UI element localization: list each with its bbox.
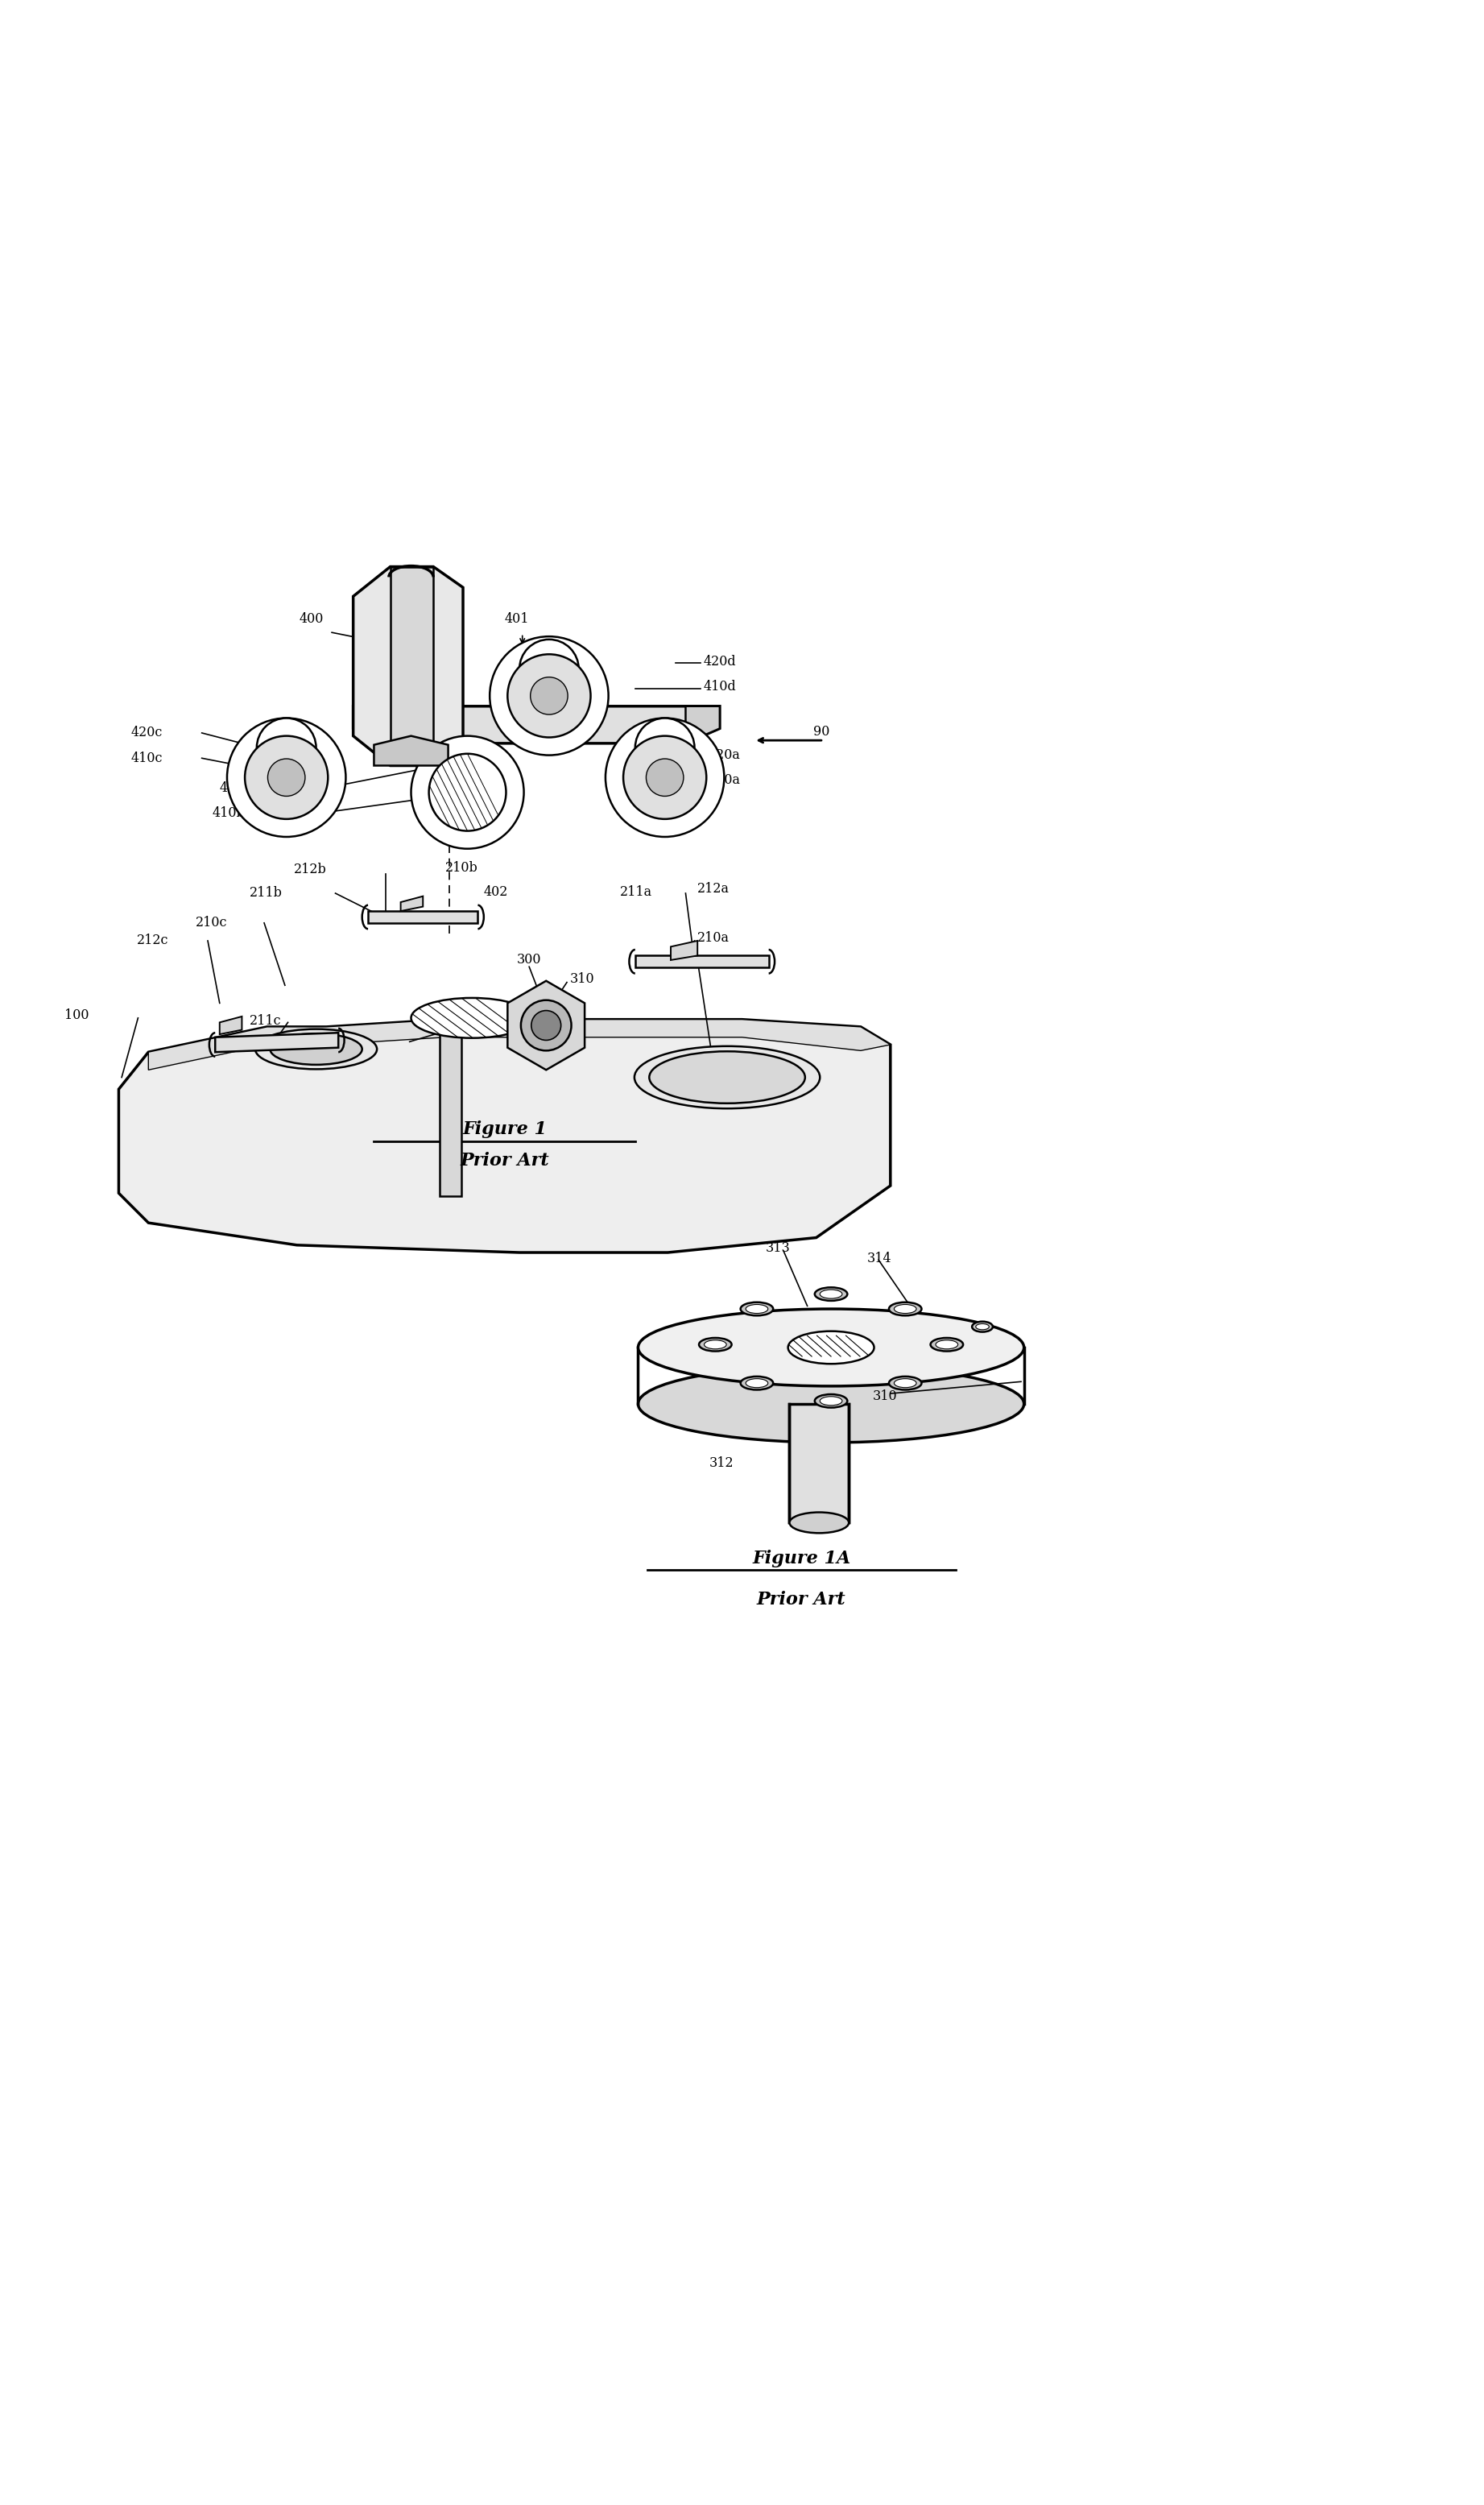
Circle shape xyxy=(519,639,579,699)
Polygon shape xyxy=(220,1017,242,1035)
Circle shape xyxy=(411,736,524,849)
Polygon shape xyxy=(148,1020,890,1070)
Text: 314: 314 xyxy=(867,1252,892,1265)
Text: 420d: 420d xyxy=(703,654,736,669)
Polygon shape xyxy=(353,566,463,767)
Polygon shape xyxy=(374,736,448,767)
Ellipse shape xyxy=(895,1378,917,1388)
Ellipse shape xyxy=(270,1035,362,1065)
Circle shape xyxy=(530,676,568,714)
Ellipse shape xyxy=(889,1303,922,1315)
Ellipse shape xyxy=(815,1395,847,1408)
Polygon shape xyxy=(439,1020,462,1195)
Text: Figure 1: Figure 1 xyxy=(463,1120,546,1137)
Circle shape xyxy=(490,636,608,754)
Text: 210b: 210b xyxy=(445,862,478,874)
Ellipse shape xyxy=(619,734,711,762)
Circle shape xyxy=(267,759,306,797)
Text: 210a: 210a xyxy=(697,932,730,944)
Ellipse shape xyxy=(889,1375,922,1390)
Ellipse shape xyxy=(746,1305,769,1313)
Text: 212b: 212b xyxy=(294,862,326,877)
Text: 402: 402 xyxy=(475,792,499,804)
Ellipse shape xyxy=(503,656,595,681)
Text: 410d: 410d xyxy=(703,679,736,694)
Text: Figure 1A: Figure 1A xyxy=(752,1551,850,1568)
Ellipse shape xyxy=(972,1323,993,1333)
Text: 300: 300 xyxy=(516,954,542,967)
Polygon shape xyxy=(119,1020,890,1252)
Circle shape xyxy=(227,719,346,837)
Text: 211c: 211c xyxy=(249,1015,282,1027)
Ellipse shape xyxy=(789,1513,849,1533)
Ellipse shape xyxy=(705,1340,727,1350)
Ellipse shape xyxy=(427,754,508,777)
Text: 90: 90 xyxy=(813,724,830,739)
Polygon shape xyxy=(686,706,720,744)
Text: 100: 100 xyxy=(64,1007,89,1022)
Text: 211b: 211b xyxy=(249,887,282,899)
Ellipse shape xyxy=(746,1378,769,1388)
Ellipse shape xyxy=(411,997,533,1037)
Circle shape xyxy=(508,654,591,736)
Text: 211a: 211a xyxy=(620,884,653,899)
Polygon shape xyxy=(390,566,433,767)
Polygon shape xyxy=(215,1032,338,1052)
Polygon shape xyxy=(508,982,585,1070)
Circle shape xyxy=(623,736,706,819)
Ellipse shape xyxy=(240,734,332,762)
Text: 420a: 420a xyxy=(708,749,741,762)
Text: 310: 310 xyxy=(873,1390,898,1403)
Ellipse shape xyxy=(699,1338,732,1350)
Ellipse shape xyxy=(741,1375,773,1390)
Circle shape xyxy=(521,999,571,1050)
Text: 420c: 420c xyxy=(131,726,162,739)
Polygon shape xyxy=(671,942,697,959)
Ellipse shape xyxy=(930,1338,963,1350)
Polygon shape xyxy=(789,1403,849,1523)
Polygon shape xyxy=(635,954,769,967)
Text: 212a: 212a xyxy=(697,882,730,897)
Text: 410c: 410c xyxy=(131,752,162,764)
Ellipse shape xyxy=(638,1365,1024,1443)
Ellipse shape xyxy=(821,1290,843,1298)
Text: 401: 401 xyxy=(505,611,528,626)
Text: 420b: 420b xyxy=(220,782,252,794)
Polygon shape xyxy=(353,706,720,744)
Text: 212c: 212c xyxy=(137,934,168,947)
Ellipse shape xyxy=(638,1310,1024,1385)
Circle shape xyxy=(257,719,316,777)
Text: 312: 312 xyxy=(709,1455,735,1470)
Ellipse shape xyxy=(255,1030,377,1070)
Text: 410b: 410b xyxy=(212,807,245,819)
Text: Prior Art: Prior Art xyxy=(460,1152,549,1170)
Circle shape xyxy=(605,719,724,837)
Ellipse shape xyxy=(635,1047,819,1110)
Text: 313: 313 xyxy=(766,1240,791,1255)
Text: 210c: 210c xyxy=(196,917,227,929)
Circle shape xyxy=(429,754,506,832)
Ellipse shape xyxy=(895,1305,917,1313)
Ellipse shape xyxy=(650,1052,804,1102)
Circle shape xyxy=(635,719,695,777)
Ellipse shape xyxy=(821,1395,843,1405)
Ellipse shape xyxy=(936,1340,959,1350)
Text: 402: 402 xyxy=(484,884,508,899)
Text: 310: 310 xyxy=(570,972,595,987)
Text: 360: 360 xyxy=(329,1037,355,1050)
Ellipse shape xyxy=(788,1330,874,1363)
Polygon shape xyxy=(401,897,423,912)
Polygon shape xyxy=(368,912,478,922)
Circle shape xyxy=(646,759,684,797)
Ellipse shape xyxy=(976,1323,988,1330)
Ellipse shape xyxy=(815,1288,847,1300)
Circle shape xyxy=(531,1010,561,1040)
Text: 400: 400 xyxy=(300,611,324,626)
Ellipse shape xyxy=(741,1303,773,1315)
Circle shape xyxy=(245,736,328,819)
Text: Prior Art: Prior Art xyxy=(757,1591,846,1608)
Text: 410a: 410a xyxy=(708,774,741,787)
